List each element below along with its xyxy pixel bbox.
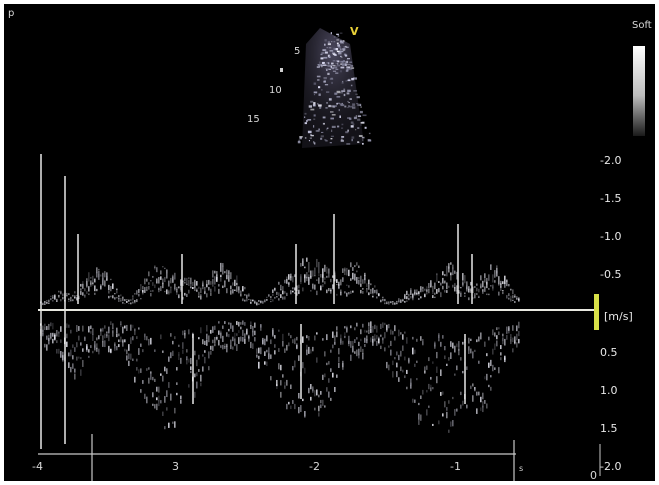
depth-marker-5: 5	[294, 46, 300, 57]
velocity-unit: [m/s]	[604, 310, 633, 323]
depth-marker-10: 10	[269, 85, 282, 96]
velocity-tick-label: -0.5	[600, 268, 621, 281]
depth-dot	[280, 68, 283, 72]
velocity-tick-label: 0.5	[600, 346, 618, 359]
velocity-tick-label: 1.5	[600, 422, 618, 435]
corner-mark: p	[8, 8, 14, 19]
sector-image	[297, 28, 372, 148]
velocity-tick-label: -1.5	[600, 192, 621, 205]
scale-marker	[594, 294, 599, 330]
doppler-spectrum	[40, 257, 520, 433]
ultrasound-scene: p Soft V 5 10 15 -2.0 -1.5 -1.0 -0.5 [m/…	[8, 8, 652, 481]
time-axis: -4 3 -2 -1 s 0	[32, 434, 601, 481]
time-unit: s	[519, 464, 523, 473]
velocity-scale: -2.0 -1.5 -1.0 -0.5 [m/s] 0.5 1.0 1.5 -2…	[594, 154, 633, 473]
doppler-display: p Soft V 5 10 15 -2.0 -1.5 -1.0 -0.5 [m/…	[4, 4, 655, 481]
gray-map-label: Soft	[632, 20, 652, 31]
time-tick-label: -4	[32, 460, 43, 473]
time-tick-label: -2	[309, 460, 320, 473]
velocity-tick-label: -2.0	[600, 154, 621, 167]
sector-view-label: V	[350, 25, 359, 38]
velocity-tick-label: 1.0	[600, 384, 618, 397]
depth-marker-15: 15	[247, 114, 260, 125]
time-tick-label: -1	[450, 460, 461, 473]
time-zero: 0	[590, 469, 597, 481]
velocity-tick-label: -1.0	[600, 230, 621, 243]
velocity-tick-label: -2.0	[600, 460, 621, 473]
sector-speckle	[297, 32, 372, 145]
time-tick-label: 3	[172, 460, 179, 473]
grayscale-bar	[633, 46, 645, 136]
